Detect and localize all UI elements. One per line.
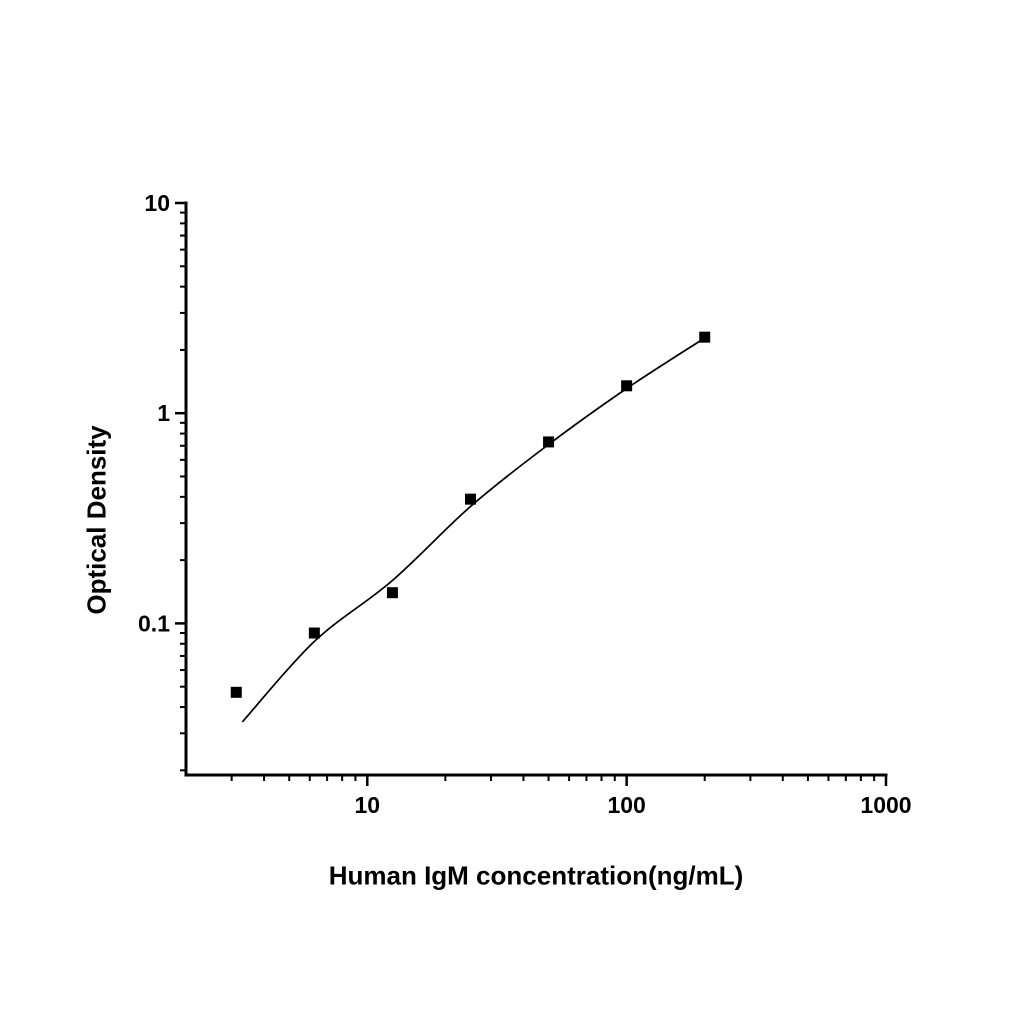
y-axis-tick-label: 1 <box>157 400 170 426</box>
data-point <box>308 627 320 639</box>
data-point <box>699 331 711 343</box>
x-axis-tick-label: 100 <box>607 792 645 818</box>
data-point <box>386 587 398 599</box>
fit-curve <box>241 337 706 723</box>
data-point <box>230 686 242 698</box>
y-axis-tick-label: 0.1 <box>138 610 170 636</box>
x-axis-tick-label: 1000 <box>860 792 911 818</box>
data-point <box>621 380 633 392</box>
data-point <box>543 436 555 448</box>
x-axis-tick-label: 10 <box>354 792 380 818</box>
data-point <box>464 493 476 505</box>
x-axis-label: Human IgM concentration(ng/mL) <box>328 860 744 891</box>
y-axis-tick-label: 10 <box>144 190 170 216</box>
y-axis-label: Optical Density <box>81 425 112 615</box>
